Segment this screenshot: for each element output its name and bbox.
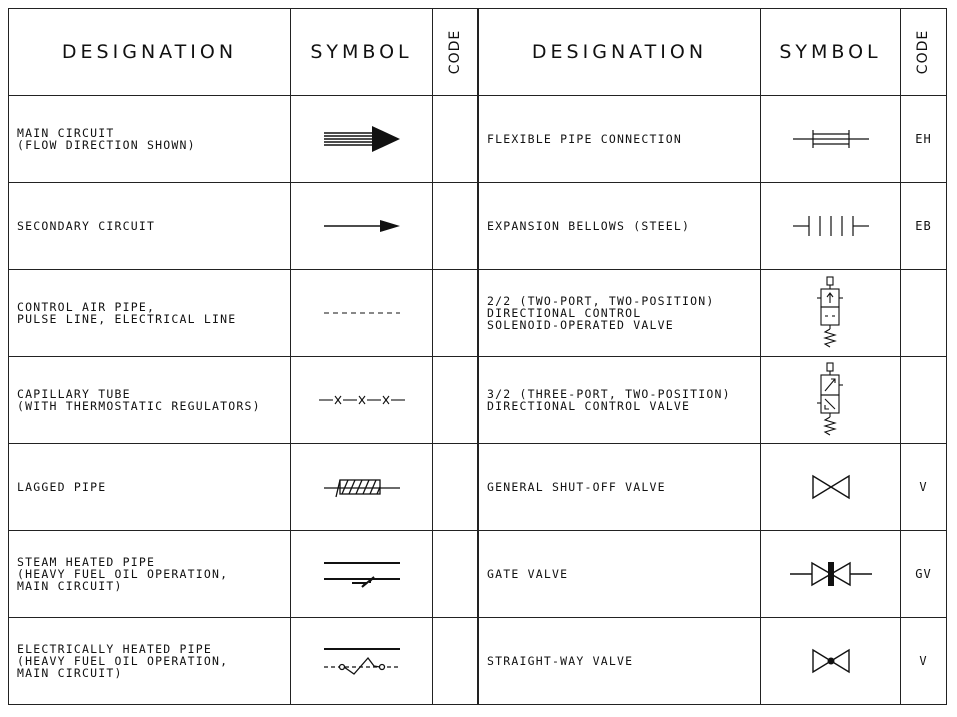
symbol-cell — [290, 95, 433, 183]
solenoid-valve-2-2-icon — [816, 276, 843, 348]
symbol-cell — [760, 530, 901, 618]
designation-cell: STRAIGHT-WAY VALVE — [478, 617, 761, 705]
shut-off-valve-icon — [811, 474, 850, 500]
electrically-heated-pipe-icon — [323, 648, 400, 675]
symbol-cell — [760, 356, 901, 444]
code-header: CODE — [431, 8, 479, 96]
header-row: DESIGNATION SYMBOL CODE — [478, 8, 947, 96]
designation-cell: CONTROL AIR PIPE, PULSE LINE, ELECTRICAL… — [8, 269, 291, 357]
symbol-header: SYMBOL — [290, 8, 433, 96]
code-cell: GV — [900, 530, 947, 618]
code-cell: V — [900, 617, 947, 705]
symbol-cell — [290, 617, 433, 705]
designation-cell: EXPANSION BELLOWS (STEEL) — [478, 182, 761, 270]
designation-cell: STEAM HEATED PIPE (HEAVY FUEL OIL OPERAT… — [8, 530, 291, 618]
code-cell: V — [900, 443, 947, 531]
symbol-cell — [760, 95, 901, 183]
symbol-cell — [760, 443, 901, 531]
table-row: STRAIGHT-WAY VALVE V — [478, 617, 947, 705]
code-cell — [431, 269, 479, 357]
symbol-cell — [290, 530, 433, 618]
designation-cell: 3/2 (THREE-PORT, TWO-POSITION) DIRECTION… — [478, 356, 761, 444]
dashed-line-icon — [323, 312, 400, 314]
symbol-header: SYMBOL — [760, 8, 901, 96]
right-legend-table: DESIGNATION SYMBOL CODE FLEXIBLE PIPE CO… — [478, 8, 947, 705]
table-row: CAPILLARY TUBE (WITH THERMOSTATIC REGULA… — [8, 356, 479, 444]
secondary-circuit-arrow-icon — [323, 220, 400, 232]
code-cell — [431, 356, 479, 444]
table-row: GATE VALVE GV — [478, 530, 947, 618]
table-row: GENERAL SHUT-OFF VALVE V — [478, 443, 947, 531]
designation-cell: ELECTRICALLY HEATED PIPE (HEAVY FUEL OIL… — [8, 617, 291, 705]
lagged-pipe-icon — [323, 479, 400, 498]
designation-cell: CAPILLARY TUBE (WITH THERMOSTATIC REGULA… — [8, 356, 291, 444]
steam-heated-pipe-icon — [323, 562, 400, 588]
left-legend-table: DESIGNATION SYMBOL CODE MAIN CIRCUIT (FL… — [8, 8, 479, 705]
table-row: FLEXIBLE PIPE CONNECTION EH — [478, 95, 947, 183]
capillary-tube-icon — [318, 395, 405, 405]
main-circuit-arrow-icon — [323, 126, 400, 152]
code-cell — [431, 182, 479, 270]
code-cell: EB — [900, 182, 947, 270]
flexible-pipe-connection-icon — [792, 130, 869, 148]
gate-valve-icon — [789, 561, 872, 587]
code-cell — [900, 269, 947, 357]
code-cell: EH — [900, 95, 947, 183]
designation-cell: SECONDARY CIRCUIT — [8, 182, 291, 270]
code-cell — [900, 356, 947, 444]
code-cell — [431, 443, 479, 531]
table-row: SECONDARY CIRCUIT — [8, 182, 479, 270]
designation-cell: GENERAL SHUT-OFF VALVE — [478, 443, 761, 531]
symbol-cell — [290, 182, 433, 270]
designation-header: DESIGNATION — [478, 8, 761, 96]
table-row: MAIN CIRCUIT (FLOW DIRECTION SHOWN) — [8, 95, 479, 183]
code-header: CODE — [900, 8, 947, 96]
code-cell — [431, 95, 479, 183]
table-row: EXPANSION BELLOWS (STEEL) EB — [478, 182, 947, 270]
designation-cell: MAIN CIRCUIT (FLOW DIRECTION SHOWN) — [8, 95, 291, 183]
symbol-cell — [290, 356, 433, 444]
symbol-cell — [760, 617, 901, 705]
symbol-cell — [760, 269, 901, 357]
designation-cell: GATE VALVE — [478, 530, 761, 618]
table-row: STEAM HEATED PIPE (HEAVY FUEL OIL OPERAT… — [8, 530, 479, 618]
table-row: 2/2 (TWO-PORT, TWO-POSITION) DIRECTIONAL… — [478, 269, 947, 357]
designation-cell: FLEXIBLE PIPE CONNECTION — [478, 95, 761, 183]
header-row: DESIGNATION SYMBOL CODE — [8, 8, 479, 96]
symbol-cell — [290, 443, 433, 531]
table-row: CONTROL AIR PIPE, PULSE LINE, ELECTRICAL… — [8, 269, 479, 357]
symbol-cell — [760, 182, 901, 270]
straight-way-valve-icon — [811, 648, 850, 674]
directional-valve-3-2-icon — [816, 362, 843, 436]
designation-cell: 2/2 (TWO-PORT, TWO-POSITION) DIRECTIONAL… — [478, 269, 761, 357]
designation-cell: LAGGED PIPE — [8, 443, 291, 531]
table-row: ELECTRICALLY HEATED PIPE (HEAVY FUEL OIL… — [8, 617, 479, 705]
expansion-bellows-icon — [792, 216, 869, 236]
code-cell — [431, 617, 479, 705]
symbol-cell — [290, 269, 433, 357]
code-cell — [431, 530, 479, 618]
table-row: LAGGED PIPE — [8, 443, 479, 531]
table-row: 3/2 (THREE-PORT, TWO-POSITION) DIRECTION… — [478, 356, 947, 444]
designation-header: DESIGNATION — [8, 8, 291, 96]
